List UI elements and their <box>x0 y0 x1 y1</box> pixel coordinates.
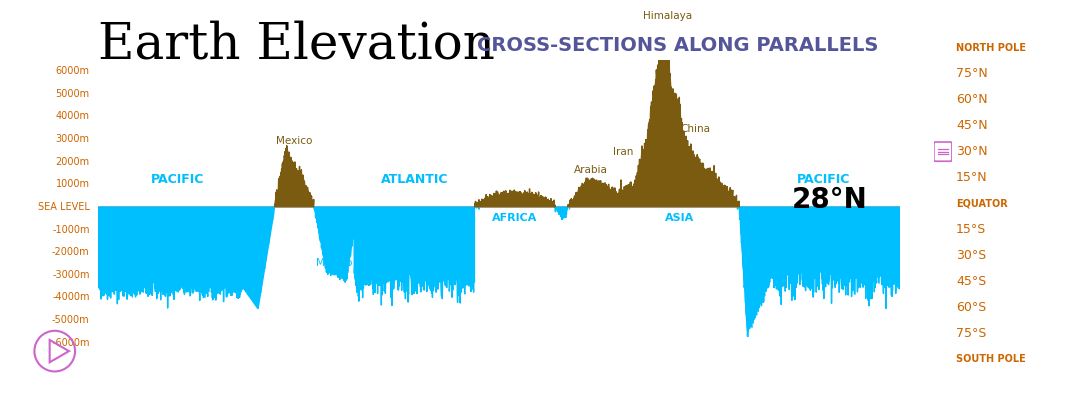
Text: 3000m: 3000m <box>55 134 90 144</box>
Text: -4000m: -4000m <box>52 292 90 302</box>
Text: SEA LEVEL: SEA LEVEL <box>38 202 90 212</box>
Text: PACIFIC: PACIFIC <box>151 173 205 186</box>
Text: AFRICA: AFRICA <box>492 213 538 223</box>
Text: 75°S: 75°S <box>956 327 986 340</box>
Text: -5000m: -5000m <box>52 315 90 325</box>
FancyBboxPatch shape <box>934 142 952 161</box>
Text: Arabia: Arabia <box>573 165 608 175</box>
Text: -2000m: -2000m <box>52 247 90 257</box>
Text: Mexico: Mexico <box>317 259 352 269</box>
Text: SOUTH POLE: SOUTH POLE <box>956 354 1025 364</box>
Text: China: China <box>680 124 710 134</box>
Text: CROSS-SECTIONS ALONG PARALLELS: CROSS-SECTIONS ALONG PARALLELS <box>477 36 878 55</box>
Text: Himalaya: Himalaya <box>643 12 692 22</box>
Text: EQUATOR: EQUATOR <box>956 198 1008 209</box>
Text: NORTH POLE: NORTH POLE <box>956 43 1027 53</box>
Text: 60°S: 60°S <box>956 301 986 314</box>
Text: 15°S: 15°S <box>956 223 986 236</box>
Text: 75°N: 75°N <box>956 67 988 80</box>
Text: 60°N: 60°N <box>956 93 988 106</box>
Text: 1000m: 1000m <box>55 179 90 189</box>
Text: -1000m: -1000m <box>52 225 90 235</box>
Text: -6000m: -6000m <box>52 338 90 348</box>
Text: 6000m: 6000m <box>55 66 90 76</box>
Text: 45°S: 45°S <box>956 275 986 288</box>
Text: Mexico: Mexico <box>276 136 312 146</box>
Text: Earth Elevation: Earth Elevation <box>98 20 494 69</box>
Text: -3000m: -3000m <box>52 270 90 280</box>
Text: Iran: Iran <box>612 147 633 157</box>
Text: 28°N: 28°N <box>791 186 867 213</box>
Text: 2000m: 2000m <box>55 157 90 167</box>
Text: 15°N: 15°N <box>956 171 988 184</box>
Text: 5000m: 5000m <box>55 89 90 99</box>
Text: 45°N: 45°N <box>956 119 988 132</box>
Text: ASIA: ASIA <box>664 213 694 223</box>
Text: 30°S: 30°S <box>956 249 986 262</box>
Text: 4000m: 4000m <box>55 111 90 121</box>
Text: 30°N: 30°N <box>956 145 988 158</box>
Text: PACIFIC: PACIFIC <box>797 173 850 186</box>
Text: ATLANTIC: ATLANTIC <box>380 173 448 186</box>
